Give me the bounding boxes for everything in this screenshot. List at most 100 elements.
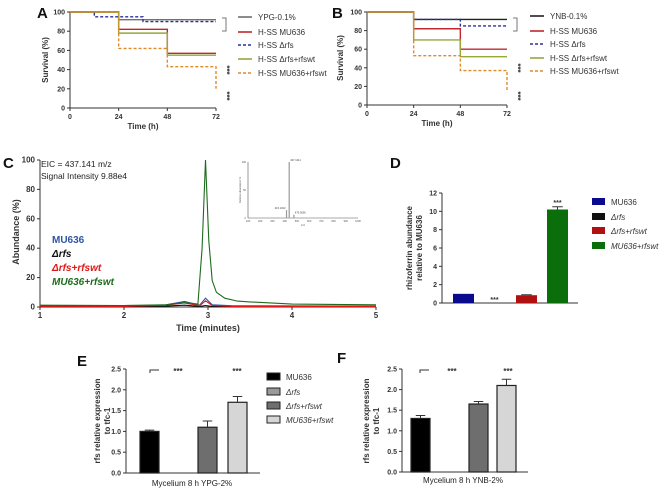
- panel-a-ylabel: Survival (%): [41, 37, 50, 83]
- panel-d-legend-swatch: [592, 227, 605, 234]
- panel-c-legend-label: Δrfs+rfswt: [51, 263, 102, 274]
- panel-e-legend-swatch: [266, 415, 281, 424]
- panel-f-y-tick-label: 1.5: [387, 408, 397, 415]
- panel-c-x-tick-label: 4: [290, 311, 295, 320]
- inset-y-label: Relative abundance %: [238, 176, 242, 203]
- panel-d-bar: [547, 209, 568, 303]
- panel-b-y-tick-label: 0: [358, 103, 362, 110]
- panel-e-y-tick-label: 1.5: [111, 408, 121, 415]
- panel-a-xlabel: Time (h): [128, 122, 159, 131]
- panel-b-significance-stars: ***: [513, 91, 522, 101]
- panel-b-ylabel: Survival (%): [336, 35, 345, 81]
- panel-c-trace: [39, 159, 377, 307]
- panel-e-legend-swatch: [266, 401, 281, 410]
- panel-c-x-tick-label: 5: [374, 311, 379, 320]
- inset-peak-label: 437.1411: [290, 158, 301, 162]
- inset-x-tick-label: 200: [258, 219, 263, 223]
- panel-d-bar: [453, 293, 474, 303]
- panel-f-significance-stars: ***: [503, 367, 513, 376]
- panel-e-y-tick-label: 0.0: [111, 471, 121, 478]
- panel-a-significance-stars: ***: [222, 65, 231, 75]
- panel-f-error-bar: [473, 401, 484, 405]
- inset-y-tick-label: 50: [243, 188, 246, 192]
- panel-e-legend-swatch: [266, 372, 281, 381]
- panel-d-legend-swatch: [592, 198, 605, 205]
- panel-c-y-tick-label: 80: [26, 185, 35, 194]
- panel-d-error-bar: [552, 206, 563, 210]
- panel-f-y-tick-label: 1.0: [387, 428, 397, 435]
- panel-a-y-tick-label: 60: [57, 48, 65, 55]
- panel-d-y-tick-label: 2: [433, 282, 437, 289]
- panel-c-xlabel: Time (minutes): [176, 323, 240, 333]
- panel-d-y-tick-label: 8: [433, 227, 437, 234]
- panel-d-y-tick-label: 10: [429, 209, 437, 216]
- panel-e-y-tick-label: 2.5: [111, 367, 121, 374]
- inset-x-label: m/z: [301, 223, 306, 227]
- panel-e-ylabel-line1: rfs relative expression: [93, 378, 102, 463]
- panel-b-survival-curve: [367, 11, 508, 92]
- panel-a-legend-label: H-SS Δrfs: [258, 41, 294, 50]
- panel-c-y-tick-label: 20: [26, 273, 35, 282]
- panel-b-y-tick-label: 80: [354, 28, 362, 35]
- panel-e-y-tick-label: 0.5: [111, 450, 121, 457]
- panel-f-y-tick-label: 2.0: [387, 387, 397, 394]
- panel-d-y-tick-label: 6: [433, 246, 437, 253]
- panel-d-y-tick-label: 4: [433, 264, 437, 271]
- inset-x-tick-label: 500: [295, 219, 300, 223]
- panel-a-y-tick-label: 80: [57, 29, 65, 36]
- panel-f-y-tick-label: 2.5: [387, 367, 397, 374]
- panel-b-survival-curve: [367, 11, 507, 27]
- panel-b-legend-label: H-SS Δrfs: [550, 40, 586, 49]
- panel-label-d: D: [390, 155, 401, 172]
- panel-e-error-bar: [232, 395, 243, 403]
- panel-f-y-tick-label: 0.0: [387, 470, 397, 477]
- panel-a-significance-stars: ***: [222, 91, 231, 101]
- panel-a-y-tick-label: 0: [61, 106, 65, 113]
- panel-e-legend-swatch: [266, 387, 281, 396]
- panel-f-ylabel-line1: rfs relative expression: [362, 378, 371, 463]
- panel-b-x-tick-label: 24: [410, 111, 418, 118]
- panel-b-y-tick-label: 40: [354, 65, 362, 72]
- panel-f-y-tick-label: 0.5: [387, 449, 397, 456]
- panel-c-x-tick-label: 2: [122, 311, 127, 320]
- inset-x-tick-label: 1000: [355, 219, 361, 223]
- panel-a-survival-curve: [70, 11, 216, 21]
- panel-b-legend-label: YNB-0.1%: [550, 12, 587, 21]
- panel-f-significance-bracket: [419, 369, 429, 373]
- panel-label-a: A: [37, 5, 48, 22]
- panel-d-legend-label: MU636+rfswt: [611, 242, 659, 251]
- panel-f-error-bar: [415, 415, 426, 419]
- panel-c-x-tick-label: 1: [38, 311, 43, 320]
- panel-f-bar: [410, 417, 431, 473]
- panel-a-y-tick-label: 40: [57, 67, 65, 74]
- panel-d-legend-label: Δrfs: [610, 213, 625, 222]
- panel-d-legend-label: Δrfs+rfswt: [610, 227, 648, 236]
- panel-a-legend-label: YPG-0.1%: [258, 13, 296, 22]
- panel-b-legend-label: H-SS Δrfs+rfswt: [550, 54, 608, 63]
- panel-e-error-bar: [202, 420, 213, 428]
- panel-d-bar: [516, 295, 537, 303]
- panel-f-ylabel-line2: to tfc-1: [372, 407, 381, 434]
- inset-x-tick-label: 900: [344, 219, 349, 223]
- panel-b-survival-curve: [367, 11, 507, 21]
- panel-d-ylabel-line2: relative to MU636: [415, 215, 424, 281]
- inset-peak-label: 415.1322: [275, 206, 286, 210]
- panel-c-x-tick-label: 3: [206, 311, 211, 320]
- panel-e-bar: [139, 430, 160, 474]
- panel-c-y-tick-label: 0: [31, 303, 36, 312]
- panel-e-significance-stars: ***: [173, 367, 183, 376]
- panel-b-legend-label: H-SS MU636: [550, 27, 598, 36]
- panel-b-y-tick-label: 60: [354, 47, 362, 54]
- panel-c-y-tick-label: 40: [26, 244, 35, 253]
- panel-e-bar: [197, 426, 218, 474]
- panel-e-significance-stars: ***: [232, 367, 242, 376]
- panel-e-legend-label: Δrfs: [285, 388, 300, 397]
- inset-y-tick-label: 100: [242, 160, 247, 164]
- panel-d-y-tick-label: 0: [433, 301, 437, 308]
- panel-a-survival-curve: [70, 11, 217, 89]
- inset-x-tick-label: 800: [331, 219, 336, 223]
- panel-f-bar: [496, 384, 517, 473]
- panel-f-error-bar: [501, 378, 512, 386]
- panel-b-survival-curve: [367, 11, 507, 50]
